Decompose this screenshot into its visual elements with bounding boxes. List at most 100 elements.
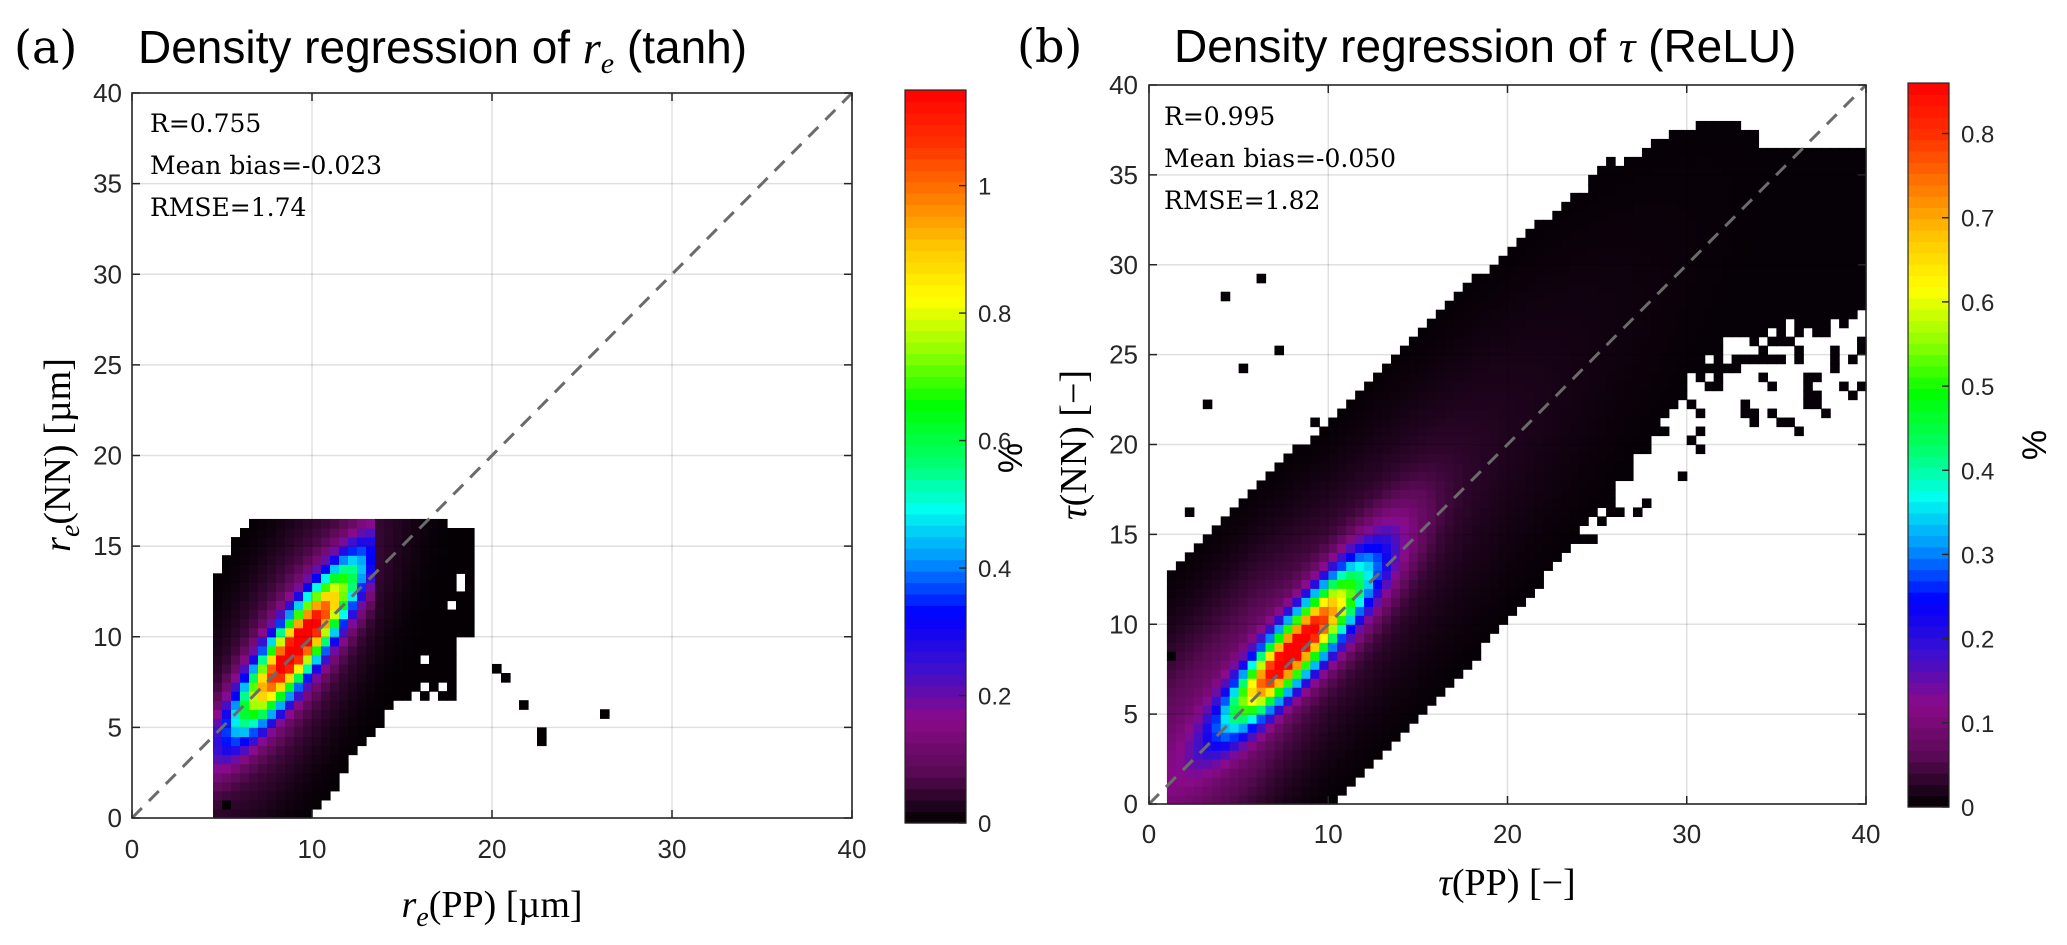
heatmap-cell (1382, 588, 1392, 598)
colorbar-segment (1908, 354, 1949, 367)
heatmap-cell (1552, 381, 1562, 392)
heatmap-cell (1346, 516, 1356, 526)
heatmap-cell (1364, 624, 1374, 634)
heatmap-cell (1632, 246, 1643, 257)
heatmap-cell (1552, 273, 1562, 284)
heatmap-cell (231, 673, 241, 683)
heatmap-cell (1498, 480, 1509, 491)
heatmap-cell (1534, 336, 1544, 347)
heatmap-cell (1390, 480, 1401, 491)
heatmap-cell (1462, 624, 1473, 634)
heatmap-cell (402, 582, 412, 593)
heatmap-cell (1256, 678, 1267, 688)
heatmap-cell (1184, 777, 1195, 787)
heatmap-cell (1758, 318, 1769, 329)
heatmap-cell (1597, 192, 1607, 203)
heatmap-cell (1408, 435, 1419, 446)
heatmap-cell (357, 546, 367, 556)
colorbar-frame (1907, 82, 1950, 808)
heatmap-cell (1166, 615, 1177, 625)
heatmap-cell (240, 808, 250, 819)
heatmap-cell (1839, 156, 1849, 167)
heatmap-cell (1650, 318, 1661, 329)
heatmap-cell (1686, 345, 1697, 356)
heatmap-cell (1373, 552, 1383, 562)
heatmap-cell (1579, 354, 1589, 365)
panel-b-title-suffix: (ReLU) (1635, 20, 1796, 72)
colorbar-segment (1908, 456, 1949, 469)
heatmap-cell (213, 718, 223, 728)
heatmap-cell (1579, 327, 1589, 338)
heatmap-cell (1202, 768, 1213, 778)
heatmap-cell (1301, 615, 1311, 625)
heatmap-cell (285, 591, 295, 602)
heatmap-cell (1301, 714, 1311, 724)
heatmap-cell (1193, 705, 1204, 715)
heatmap-cell (384, 591, 394, 602)
heatmap-cell (249, 528, 259, 538)
heatmap-cell (1606, 399, 1616, 410)
heatmap-cell (348, 528, 358, 538)
heatmap-cell (1292, 552, 1302, 562)
heatmap-cell (1238, 579, 1249, 589)
stat-r: R=0.755 (150, 109, 261, 138)
heatmap-cell (321, 727, 331, 738)
heatmap-cell (1364, 714, 1374, 724)
heatmap-cell (1444, 543, 1455, 553)
heatmap-cell (1274, 678, 1285, 688)
heatmap-cell (285, 645, 295, 656)
heatmap-cell (276, 609, 286, 620)
heatmap-cell (1256, 498, 1267, 509)
heatmap-cell (1597, 237, 1607, 248)
heatmap-cell (1659, 264, 1670, 275)
heatmap-cell (294, 537, 304, 547)
heatmap-cell (1444, 354, 1455, 365)
heatmap-cell (438, 555, 448, 565)
heatmap-cell (1731, 318, 1742, 329)
heatmap-cell (1453, 579, 1464, 589)
heatmap-cell (321, 673, 331, 683)
heatmap-cell (1453, 606, 1464, 616)
heatmap-cell (1382, 552, 1392, 562)
heatmap-cell (357, 682, 367, 692)
colorbar-segment (1908, 377, 1949, 390)
heatmap-cell (1704, 174, 1715, 185)
heatmap-cell (1543, 219, 1553, 230)
heatmap-cell (402, 627, 412, 638)
heatmap-cell (1301, 471, 1311, 482)
heatmap-cell (1695, 192, 1706, 203)
heatmap-cell (1749, 318, 1760, 329)
heatmap-cell (1812, 327, 1822, 338)
heatmap-cell (1695, 138, 1706, 149)
heatmap-cell (1310, 498, 1320, 509)
heatmap-cell (1373, 507, 1383, 517)
heatmap-cell (1713, 129, 1724, 140)
heatmap-cell (1373, 588, 1383, 598)
heatmap-cell (1390, 498, 1401, 509)
heatmap-cell (1668, 336, 1679, 347)
heatmap-cell (1668, 246, 1679, 257)
heatmap-cell (1641, 165, 1652, 176)
heatmap-cell (1507, 291, 1518, 302)
heatmap-cell (1534, 534, 1544, 544)
heatmap-cell (1238, 507, 1249, 517)
heatmap-cell (276, 654, 286, 665)
heatmap-cell (1525, 471, 1535, 482)
heatmap-cell (1525, 399, 1535, 410)
heatmap-cell (1274, 660, 1285, 670)
heatmap-cell (1292, 507, 1302, 517)
colorbar-segment (905, 490, 966, 503)
heatmap-cell (429, 546, 439, 556)
heatmap-cell (1220, 570, 1231, 580)
heatmap-cell (1453, 381, 1464, 392)
colorbar-segment (905, 422, 966, 435)
heatmap-cell (1552, 534, 1562, 544)
colorbar-segment (1908, 399, 1949, 412)
heatmap-cell (1588, 219, 1598, 230)
heatmap-cell (1346, 525, 1356, 535)
heatmap-cell (1193, 579, 1204, 589)
heatmap-cell (1641, 273, 1652, 284)
heatmap-cell (330, 546, 340, 556)
heatmap-cell (402, 600, 412, 611)
heatmap-cell (1606, 381, 1616, 392)
